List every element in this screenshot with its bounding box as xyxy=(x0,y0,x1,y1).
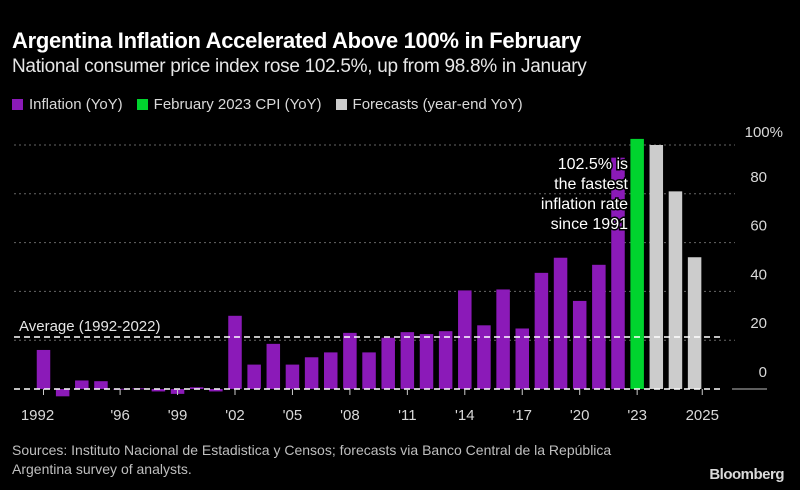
bar-inflation-yoy--2014 xyxy=(458,290,472,389)
source-note: Sources: Instituto Nacional de Estadisti… xyxy=(12,442,612,477)
bar-inflation-yoy--2007 xyxy=(324,352,338,389)
annotation-line: since 1991 xyxy=(551,216,628,233)
y-tick-label: 80 xyxy=(750,169,767,186)
bar-inflation-yoy--2020 xyxy=(572,300,587,389)
bar-inflation-yoy--2019 xyxy=(553,257,568,389)
x-tick-label: '14 xyxy=(455,407,475,424)
annotation-line: inflation rate xyxy=(541,196,628,213)
bar-inflation-yoy--1995 xyxy=(94,381,108,389)
bar-inflation-yoy--2011 xyxy=(400,332,415,389)
legend-label-feb-cpi: February 2023 CPI (YoY) xyxy=(153,96,322,113)
x-tick-label: '17 xyxy=(512,407,532,424)
x-tick-label: 1992 xyxy=(21,407,54,424)
bar-february-2023-cpi-yoy--2023 xyxy=(630,138,644,389)
bar-inflation-yoy--2013 xyxy=(438,331,453,389)
y-tick-label: 100% xyxy=(745,124,783,141)
bar-inflation-yoy--2002 xyxy=(228,315,242,389)
bar-inflation-yoy--1992 xyxy=(36,349,51,389)
bar-inflation-yoy--1994 xyxy=(75,380,89,389)
legend: Inflation (YoY) February 2023 CPI (YoY) … xyxy=(12,96,523,113)
bar-inflation-yoy--2006 xyxy=(304,357,319,389)
bar-inflation-yoy--2001 xyxy=(209,389,223,392)
bar-inflation-yoy--2003 xyxy=(247,364,261,389)
legend-item-forecasts: Forecasts (year-end YoY) xyxy=(335,96,523,113)
bar-inflation-yoy--2004 xyxy=(266,343,281,389)
bar-inflation-yoy--1998 xyxy=(151,389,166,392)
average-label: Average (1992-2022) xyxy=(19,318,161,335)
x-tick-label: '20 xyxy=(570,407,590,424)
chart-title: Argentina Inflation Accelerated Above 10… xyxy=(12,28,581,53)
bar-inflation-yoy--2012 xyxy=(419,334,434,389)
legend-swatch-feb-cpi xyxy=(136,99,148,110)
bloomberg-logo: Bloomberg xyxy=(709,466,784,483)
legend-swatch-inflation xyxy=(12,99,23,110)
bar-forecasts-year-end-yoy--2026 xyxy=(687,257,702,389)
bar-inflation-yoy--2015 xyxy=(477,325,491,389)
legend-item-feb-cpi: February 2023 CPI (YoY) xyxy=(136,96,322,113)
bar-inflation-yoy--2005 xyxy=(285,364,300,389)
legend-label-inflation: Inflation (YoY) xyxy=(29,96,123,113)
bar-inflation-yoy--2022 xyxy=(611,157,625,389)
bar-inflation-yoy--2016 xyxy=(496,289,510,389)
bar-inflation-yoy--2010 xyxy=(381,337,395,389)
x-tick-label: '23 xyxy=(627,407,647,424)
bar-inflation-yoy--2018 xyxy=(534,272,549,389)
bar-inflation-yoy--2017 xyxy=(515,328,529,389)
x-tick-label: '96 xyxy=(110,407,130,424)
bar-inflation-yoy--2000 xyxy=(189,387,204,389)
chart-subtitle: National consumer price index rose 102.5… xyxy=(12,56,587,77)
bar-inflation-yoy--2008 xyxy=(343,332,357,389)
y-tick-label: 40 xyxy=(750,266,767,283)
y-tick-label: 60 xyxy=(750,218,767,235)
bar-forecasts-year-end-yoy--2025 xyxy=(668,191,683,389)
x-tick-label: '99 xyxy=(168,407,188,424)
bar-inflation-yoy--2009 xyxy=(362,352,376,389)
x-tick-label: '05 xyxy=(283,407,303,424)
x-tick-label: '02 xyxy=(225,407,245,424)
bar-inflation-yoy--1993 xyxy=(55,389,70,397)
x-tick-label: '11 xyxy=(398,407,416,424)
annotation-line: the fastest xyxy=(554,176,628,193)
legend-item-inflation: Inflation (YoY) xyxy=(12,96,123,113)
x-tick-label: 2025 xyxy=(686,407,719,424)
y-tick-label: 0 xyxy=(759,364,767,381)
bar-forecasts-year-end-yoy--2024 xyxy=(649,145,664,389)
annotation-line: 102.5% is xyxy=(558,156,628,173)
legend-label-forecasts: Forecasts (year-end YoY) xyxy=(352,96,523,113)
legend-swatch-forecasts xyxy=(335,99,347,110)
x-tick-label: '08 xyxy=(340,407,360,424)
y-tick-label: 20 xyxy=(750,315,767,332)
bar-inflation-yoy--2021 xyxy=(592,264,606,389)
